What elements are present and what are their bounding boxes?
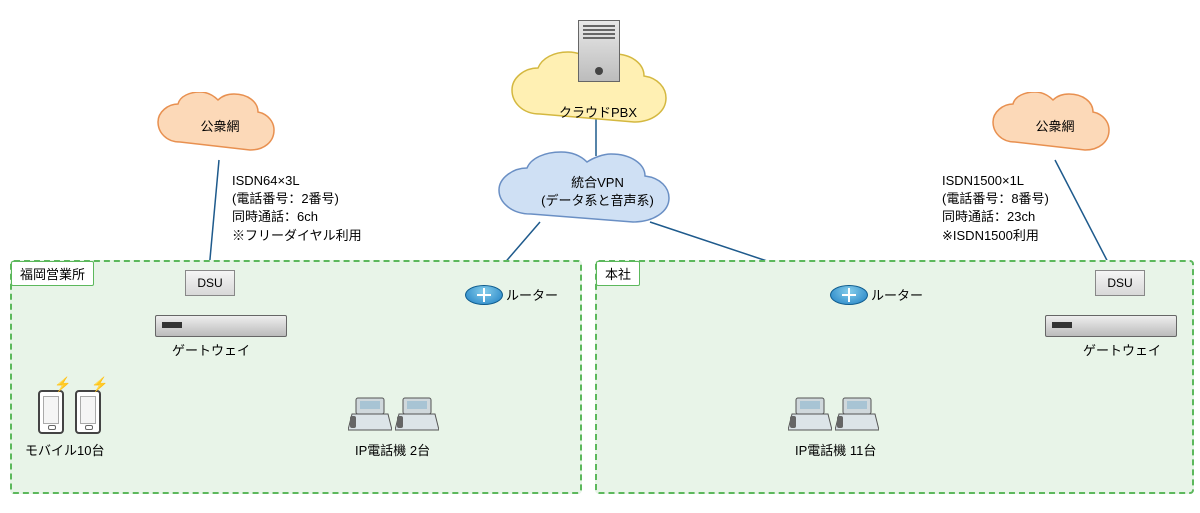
info-left-3: 同時通話：6ch — [232, 208, 362, 226]
cloud-pstn-left-label: 公衆網 — [155, 116, 285, 135]
cloud-vpn-label1: 統合VPN — [495, 172, 700, 191]
info-left-2: (電話番号：2番号) — [232, 190, 362, 208]
site-honsha-label: 本社 — [596, 261, 640, 286]
site-fukuoka-label: 福岡営業所 — [11, 261, 94, 286]
info-right-3: 同時通話：23ch — [942, 208, 1049, 226]
mobiles-label: モバイル10台 — [25, 440, 104, 459]
mobile-icon — [38, 390, 64, 434]
info-left-1: ISDN64×3L — [232, 172, 362, 190]
gateway-right-label: ゲートウェイ — [1083, 340, 1161, 359]
cloud-pstn-left: 公衆網 — [155, 92, 285, 162]
router-right-label: ルーター — [871, 285, 923, 304]
signal-icon: ⚡ — [91, 376, 108, 393]
cloud-pstn-right-label: 公衆網 — [990, 116, 1120, 135]
server-icon — [578, 20, 620, 82]
ip-phone-icon — [788, 392, 832, 436]
mobile-icon — [75, 390, 101, 434]
ip-phone-icon — [835, 392, 879, 436]
gateway-left-icon — [155, 315, 287, 337]
router-right-icon — [830, 285, 868, 305]
info-left: ISDN64×3L (電話番号：2番号) 同時通話：6ch ※フリーダイヤル利用 — [232, 172, 362, 245]
dsu-right: DSU — [1095, 270, 1145, 296]
info-right-4: ※ISDN1500利用 — [942, 227, 1049, 245]
cloud-vpn: 統合VPN (データ系と音声系) — [495, 150, 700, 230]
info-right-1: ISDN1500×1L — [942, 172, 1049, 190]
signal-icon: ⚡ — [54, 376, 71, 393]
ip-phone-icon — [348, 392, 392, 436]
phones-left-label: IP電話機 2台 — [355, 440, 430, 459]
router-left-icon — [465, 285, 503, 305]
phones-right-label: IP電話機 11台 — [795, 440, 876, 459]
ip-phone-icon — [395, 392, 439, 436]
gateway-left-label: ゲートウェイ — [172, 340, 250, 359]
cloud-pbx-label: クラウドPBX — [508, 102, 688, 121]
cloud-pstn-right: 公衆網 — [990, 92, 1120, 162]
cloud-vpn-label2: (データ系と音声系) — [495, 190, 700, 209]
info-right: ISDN1500×1L (電話番号：8番号) 同時通話：23ch ※ISDN15… — [942, 172, 1049, 245]
dsu-left: DSU — [185, 270, 235, 296]
info-right-2: (電話番号：8番号) — [942, 190, 1049, 208]
info-left-4: ※フリーダイヤル利用 — [232, 227, 362, 245]
gateway-right-icon — [1045, 315, 1177, 337]
network-diagram: 福岡営業所 本社 公衆網 公衆網 クラウドPBX 統合VPN (データ系と音声系… — [0, 0, 1200, 513]
router-left-label: ルーター — [506, 285, 558, 304]
